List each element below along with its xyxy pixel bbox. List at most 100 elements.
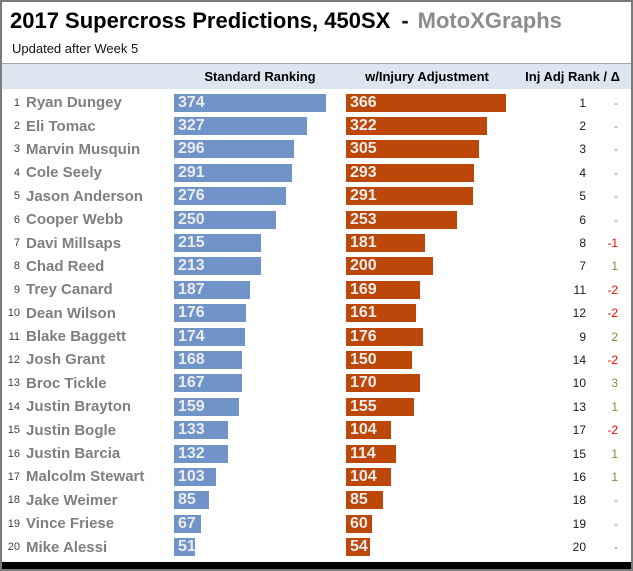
chart-row: 10 Dean Wilson 176 161 12 -2 [2, 302, 631, 325]
chart-row: 2 Eli Tomac 327 322 2 - [2, 114, 631, 137]
adjusted-rank: 19 [572, 516, 586, 531]
adjusted-rank: 6 [579, 212, 586, 227]
rank-delta: - [614, 540, 618, 555]
adjusted-rank: 4 [579, 165, 586, 180]
adjusted-rank: 14 [572, 352, 586, 367]
standard-bar: 213 [174, 257, 261, 276]
rank-label: 13 [7, 377, 20, 390]
chart-row: 18 Jake Weimer 85 85 18 - [2, 489, 631, 512]
standard-bar: 276 [174, 187, 287, 206]
rider-name: Justin Brayton [26, 398, 132, 416]
rank-label: 19 [7, 517, 20, 530]
standard-value: 51 [178, 538, 196, 556]
standard-value: 159 [178, 397, 205, 415]
standard-value: 250 [178, 210, 205, 228]
standard-bar-track: 159 [174, 397, 346, 416]
injury-bar-track: 104 [346, 421, 508, 440]
rider-name: Malcolm Stewart [26, 468, 145, 486]
rank-delta: - [614, 212, 618, 227]
rank-label: 7 [13, 237, 20, 250]
injury-value: 305 [350, 140, 377, 158]
rank-label: 6 [13, 213, 20, 226]
injury-bar-track: 85 [346, 491, 508, 510]
title-row: 2017 Supercross Predictions, 450SX - MotoX… [10, 8, 631, 34]
injury-value: 366 [350, 93, 377, 111]
standard-bar-track: 51 [174, 538, 346, 557]
standard-value: 67 [178, 514, 196, 532]
injury-bar-track: 253 [346, 210, 508, 229]
injury-bar-track: 293 [346, 163, 508, 182]
chart-rows: 1 Ryan Dungey 374 366 1 - 2 Eli Tomac 32… [2, 91, 631, 559]
standard-value: 85 [178, 491, 196, 509]
chart-row: 13 Broc Tickle 167 170 10 3 [2, 372, 631, 395]
standard-bar-track: 167 [174, 374, 346, 393]
injury-value: 253 [350, 210, 377, 228]
standard-bar-track: 291 [174, 163, 346, 182]
rank-label: 18 [7, 494, 20, 507]
standard-bar-track: 187 [174, 280, 346, 299]
adjusted-rank: 12 [572, 306, 586, 321]
standard-bar: 291 [174, 163, 293, 182]
standard-bar-track: 213 [174, 257, 346, 276]
rank-delta: -2 [607, 423, 618, 438]
adjusted-rank: 10 [572, 376, 586, 391]
injury-bar-track: 150 [346, 350, 508, 369]
standard-bar-track: 85 [174, 491, 346, 510]
adjusted-rank: 16 [572, 469, 586, 484]
column-header-standard: Standard Ranking [204, 69, 316, 84]
injury-bar: 104 [346, 421, 392, 440]
adjusted-rank: 11 [573, 282, 586, 297]
injury-bar-track: 161 [346, 304, 508, 323]
standard-value: 213 [178, 257, 205, 275]
standard-bar: 132 [174, 444, 228, 463]
injury-bar: 200 [346, 257, 434, 276]
rank-delta: - [614, 95, 618, 110]
injury-value: 104 [350, 467, 377, 485]
rank-label: 10 [7, 307, 20, 320]
adjusted-rank: 9 [579, 329, 586, 344]
injury-bar: 60 [346, 514, 373, 533]
rank-label: 15 [7, 424, 20, 437]
injury-value: 176 [350, 327, 377, 345]
standard-bar-track: 374 [174, 93, 346, 112]
rider-name: Chad Reed [26, 257, 105, 275]
page-title: 2017 Supercross Predictions, 450SX [10, 8, 391, 33]
injury-value: 54 [350, 538, 368, 556]
standard-value: 133 [178, 421, 205, 439]
rank-label: 17 [7, 470, 20, 483]
subtitle: Updated after Week 5 [12, 41, 139, 56]
injury-value: 155 [350, 397, 377, 415]
adjusted-rank: 8 [579, 236, 586, 251]
standard-bar: 51 [174, 538, 196, 557]
rank-delta: - [614, 165, 618, 180]
column-header-injury: w/Injury Adjustment [365, 69, 489, 84]
title-separator: - [401, 8, 409, 33]
standard-value: 215 [178, 234, 205, 252]
standard-bar-track: 103 [174, 467, 346, 486]
standard-value: 176 [178, 304, 205, 322]
adjusted-rank: 3 [579, 142, 586, 157]
column-header-row: Standard Ranking w/Injury Adjustment Inj… [2, 63, 631, 89]
chart-row: 16 Justin Barcia 132 114 15 1 [2, 442, 631, 465]
injury-bar-track: 114 [346, 444, 508, 463]
chart-row: 19 Vince Friese 67 60 19 - [2, 512, 631, 535]
standard-value: 296 [178, 140, 205, 158]
rider-name: Dean Wilson [26, 304, 116, 322]
injury-bar-track: 176 [346, 327, 508, 346]
adjusted-rank: 18 [572, 493, 586, 508]
bottom-axis-bar [2, 562, 631, 569]
standard-bar: 250 [174, 210, 276, 229]
injury-bar: 155 [346, 397, 414, 416]
rank-delta: 1 [611, 259, 618, 274]
rank-delta: 1 [611, 469, 618, 484]
injury-bar: 150 [346, 350, 412, 369]
standard-value: 276 [178, 187, 205, 205]
injury-value: 169 [350, 280, 377, 298]
standard-bar-track: 132 [174, 444, 346, 463]
rank-delta: -2 [607, 282, 618, 297]
standard-bar: 327 [174, 117, 307, 136]
injury-bar: 85 [346, 491, 384, 510]
injury-value: 170 [350, 374, 377, 392]
injury-bar-track: 54 [346, 538, 508, 557]
